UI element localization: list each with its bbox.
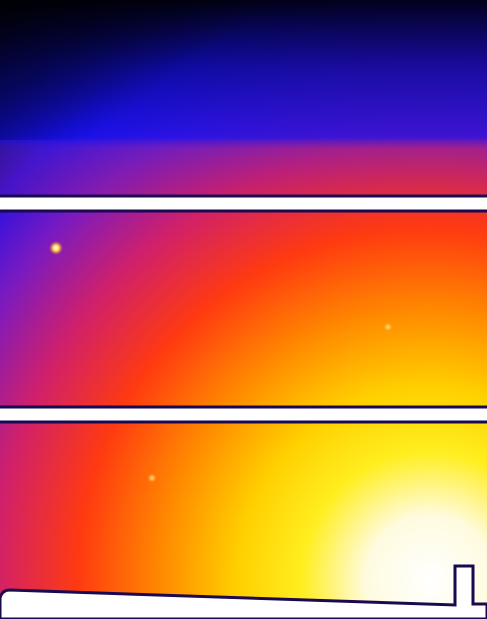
module-gap (0, 405, 487, 424)
module-gap (0, 194, 487, 213)
hot-pixel (383, 322, 393, 332)
hot-pixel (147, 473, 157, 483)
top-corner-shade (0, 0, 487, 140)
beamstop-shadow (0, 564, 487, 619)
hot-pixel (49, 241, 63, 255)
